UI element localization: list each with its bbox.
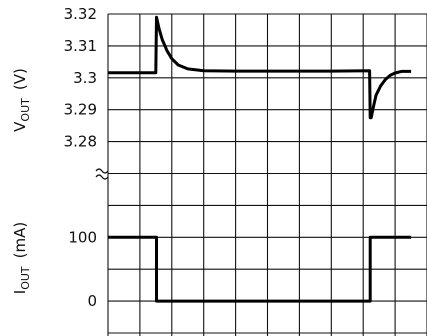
vout-tick-label: 3.31 [64,37,97,55]
vout-label-main: V [11,121,29,132]
vout-label-unit: (V) [11,68,29,90]
vout-tick-label: 3.28 [64,133,97,151]
vout-tick-label: 3.3 [73,69,97,87]
vout-tick-label: 3.29 [64,101,97,119]
iout-tick-label: 0 [87,292,97,310]
iout-series-line [108,235,412,303]
axis-break-mark [95,168,109,180]
iout-axis-label: IOUT (mA) [11,222,32,294]
vout-axis-label: VOUT (V) [11,68,32,132]
vout-tick-labels: 3.32 3.31 3.3 3.29 3.28 [64,5,97,151]
iout-label-sub: OUT [19,266,32,290]
vout-tick-label: 3.32 [64,5,97,23]
iout-tick-labels: 100 0 [68,228,97,310]
iout-label-main: I [11,290,29,294]
vout-series-line [108,15,412,120]
iout-label-unit: (mA) [11,222,29,259]
iout-tick-label: 100 [68,228,97,246]
vout-label-sub: OUT [19,98,32,122]
